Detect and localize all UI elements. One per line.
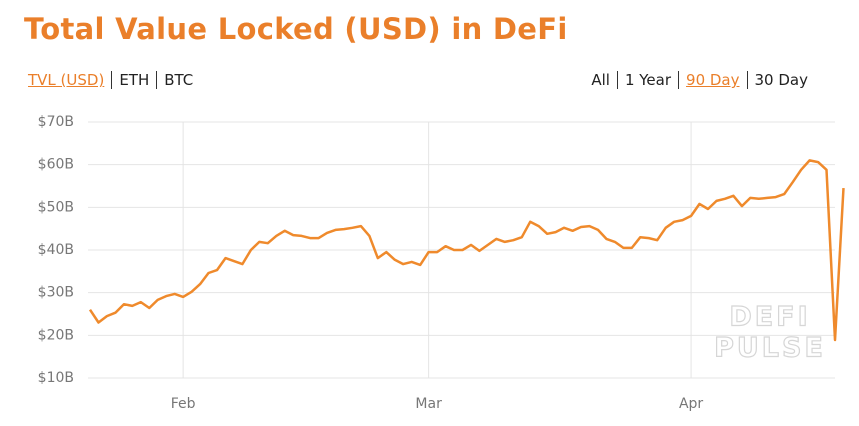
range-tabs: All 1 Year 90 Day 30 Day: [591, 71, 815, 89]
x-tick-label: Feb: [171, 396, 196, 412]
watermark: PULSE: [714, 333, 826, 364]
x-tick-label: Mar: [415, 396, 442, 412]
range-tab[interactable]: All: [591, 71, 610, 89]
measure-tabs: TVL (USD) ETH BTC: [28, 71, 200, 89]
range-tab[interactable]: 1 Year: [616, 71, 678, 89]
watermark: DEFI: [729, 302, 810, 333]
measure-tab[interactable]: ETH: [111, 71, 156, 89]
measure-tab[interactable]: BTC: [156, 71, 200, 89]
x-tick-label: Apr: [679, 396, 703, 412]
y-tick-label: $20B: [38, 327, 74, 343]
range-tab[interactable]: 30 Day: [746, 71, 815, 89]
y-tick-label: $50B: [38, 199, 74, 215]
y-tick-label: $40B: [38, 242, 74, 258]
range-tab[interactable]: 90 Day: [678, 71, 746, 89]
page-title: Total Value Locked (USD) in DeFi: [24, 12, 568, 46]
y-tick-label: $30B: [38, 285, 74, 301]
line-series: [88, 159, 845, 342]
y-tick-label: $10B: [38, 370, 74, 386]
y-tick-label: $60B: [38, 157, 74, 173]
measure-tab[interactable]: TVL (USD): [28, 71, 105, 89]
y-tick-label: $70B: [38, 114, 74, 130]
